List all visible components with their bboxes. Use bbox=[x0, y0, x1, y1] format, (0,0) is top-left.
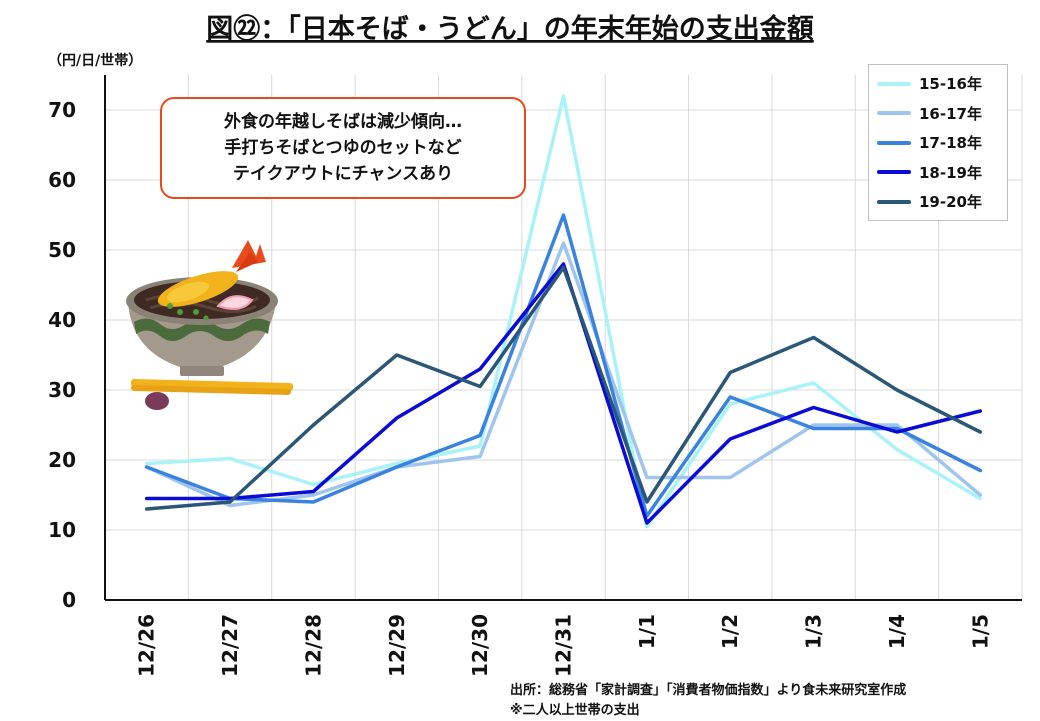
source-line: 出所：総務省「家計調査」「消費者物価指数」より食未来研究室作成 bbox=[510, 683, 907, 698]
y-tick-label: 70 bbox=[48, 98, 76, 122]
x-tick-label: 1/2 bbox=[718, 614, 742, 649]
series-lines bbox=[144, 94, 983, 529]
legend-swatch bbox=[877, 170, 911, 175]
y-tick-labels: 0 10 20 30 40 50 60 70 bbox=[48, 98, 76, 612]
y-tick-label: 60 bbox=[48, 168, 76, 192]
legend-item: 16-17年 bbox=[877, 99, 1007, 129]
annotation-box: 外食の年越しそばは減少傾向… 手打ちそばとつゆのセットなど テイクアウトにチャン… bbox=[160, 97, 526, 199]
legend-swatch bbox=[877, 111, 911, 116]
y-tick-label: 20 bbox=[48, 448, 76, 472]
x-tick-label: 1/4 bbox=[885, 614, 909, 649]
series-line-16-17年 bbox=[144, 241, 983, 508]
x-tick-label: 1/1 bbox=[635, 614, 659, 649]
x-tick-label: 12/29 bbox=[385, 614, 409, 677]
legend-item: 19-20年 bbox=[877, 187, 1007, 217]
x-tick-labels: 12/26 12/27 12/28 12/29 12/30 12/31 1/1 1/2 1/3 1… bbox=[135, 614, 993, 677]
legend-label: 16-17年 bbox=[919, 104, 982, 123]
annotation-line: テイクアウトにチャンスあり bbox=[232, 164, 454, 184]
y-tick-label: 10 bbox=[48, 518, 76, 542]
series-line-18-19年 bbox=[144, 262, 983, 525]
x-tick-label: 12/30 bbox=[468, 614, 492, 677]
legend-label: 17-18年 bbox=[919, 134, 982, 153]
legend-swatch bbox=[877, 140, 911, 145]
legend: 15-16年 16-17年 17-18年 18-19年 19-20年 bbox=[868, 64, 1008, 221]
y-tick-label: 50 bbox=[48, 238, 76, 262]
legend-swatch bbox=[877, 199, 911, 204]
series-line-15-16年 bbox=[144, 94, 983, 529]
legend-label: 15-16年 bbox=[919, 75, 982, 94]
annotation-line: 外食の年越しそばは減少傾向… bbox=[224, 112, 462, 132]
legend-swatch bbox=[877, 81, 911, 86]
legend-item: 17-18年 bbox=[877, 128, 1007, 158]
chart-title: 図㉒：「日本そば・うどん」の年末年始の支出金額 bbox=[206, 13, 814, 45]
series-line-19-20年 bbox=[144, 265, 983, 511]
y-tick-label: 0 bbox=[62, 588, 76, 612]
x-tick-label: 12/31 bbox=[552, 614, 576, 677]
y-tick-label: 30 bbox=[48, 378, 76, 402]
x-tick-label: 1/3 bbox=[802, 614, 826, 649]
legend-item: 15-16年 bbox=[877, 69, 1007, 99]
sample-note: ※二人以上世帯の支出 bbox=[510, 703, 640, 718]
x-tick-label: 12/26 bbox=[135, 614, 159, 677]
legend-label: 19-20年 bbox=[919, 193, 982, 212]
soba-bowl-icon bbox=[126, 240, 293, 410]
source-note: 出所：総務省「家計調査」「消費者物価指数」より食未来研究室作成 ※二人以上世帯の… bbox=[510, 681, 906, 721]
x-tick-label: 12/27 bbox=[218, 614, 242, 677]
legend-label: 18-19年 bbox=[919, 163, 982, 182]
x-tick-label: 1/5 bbox=[968, 614, 992, 649]
y-unit-label: （円/日/世帯） bbox=[48, 53, 143, 69]
x-tick-label: 12/28 bbox=[301, 614, 325, 677]
y-tick-label: 40 bbox=[48, 308, 76, 332]
series-line-17-18年 bbox=[144, 213, 983, 518]
annotation-line: 手打ちそばとつゆのセットなど bbox=[224, 138, 462, 158]
legend-item: 18-19年 bbox=[877, 158, 1007, 188]
axes bbox=[104, 75, 1022, 601]
